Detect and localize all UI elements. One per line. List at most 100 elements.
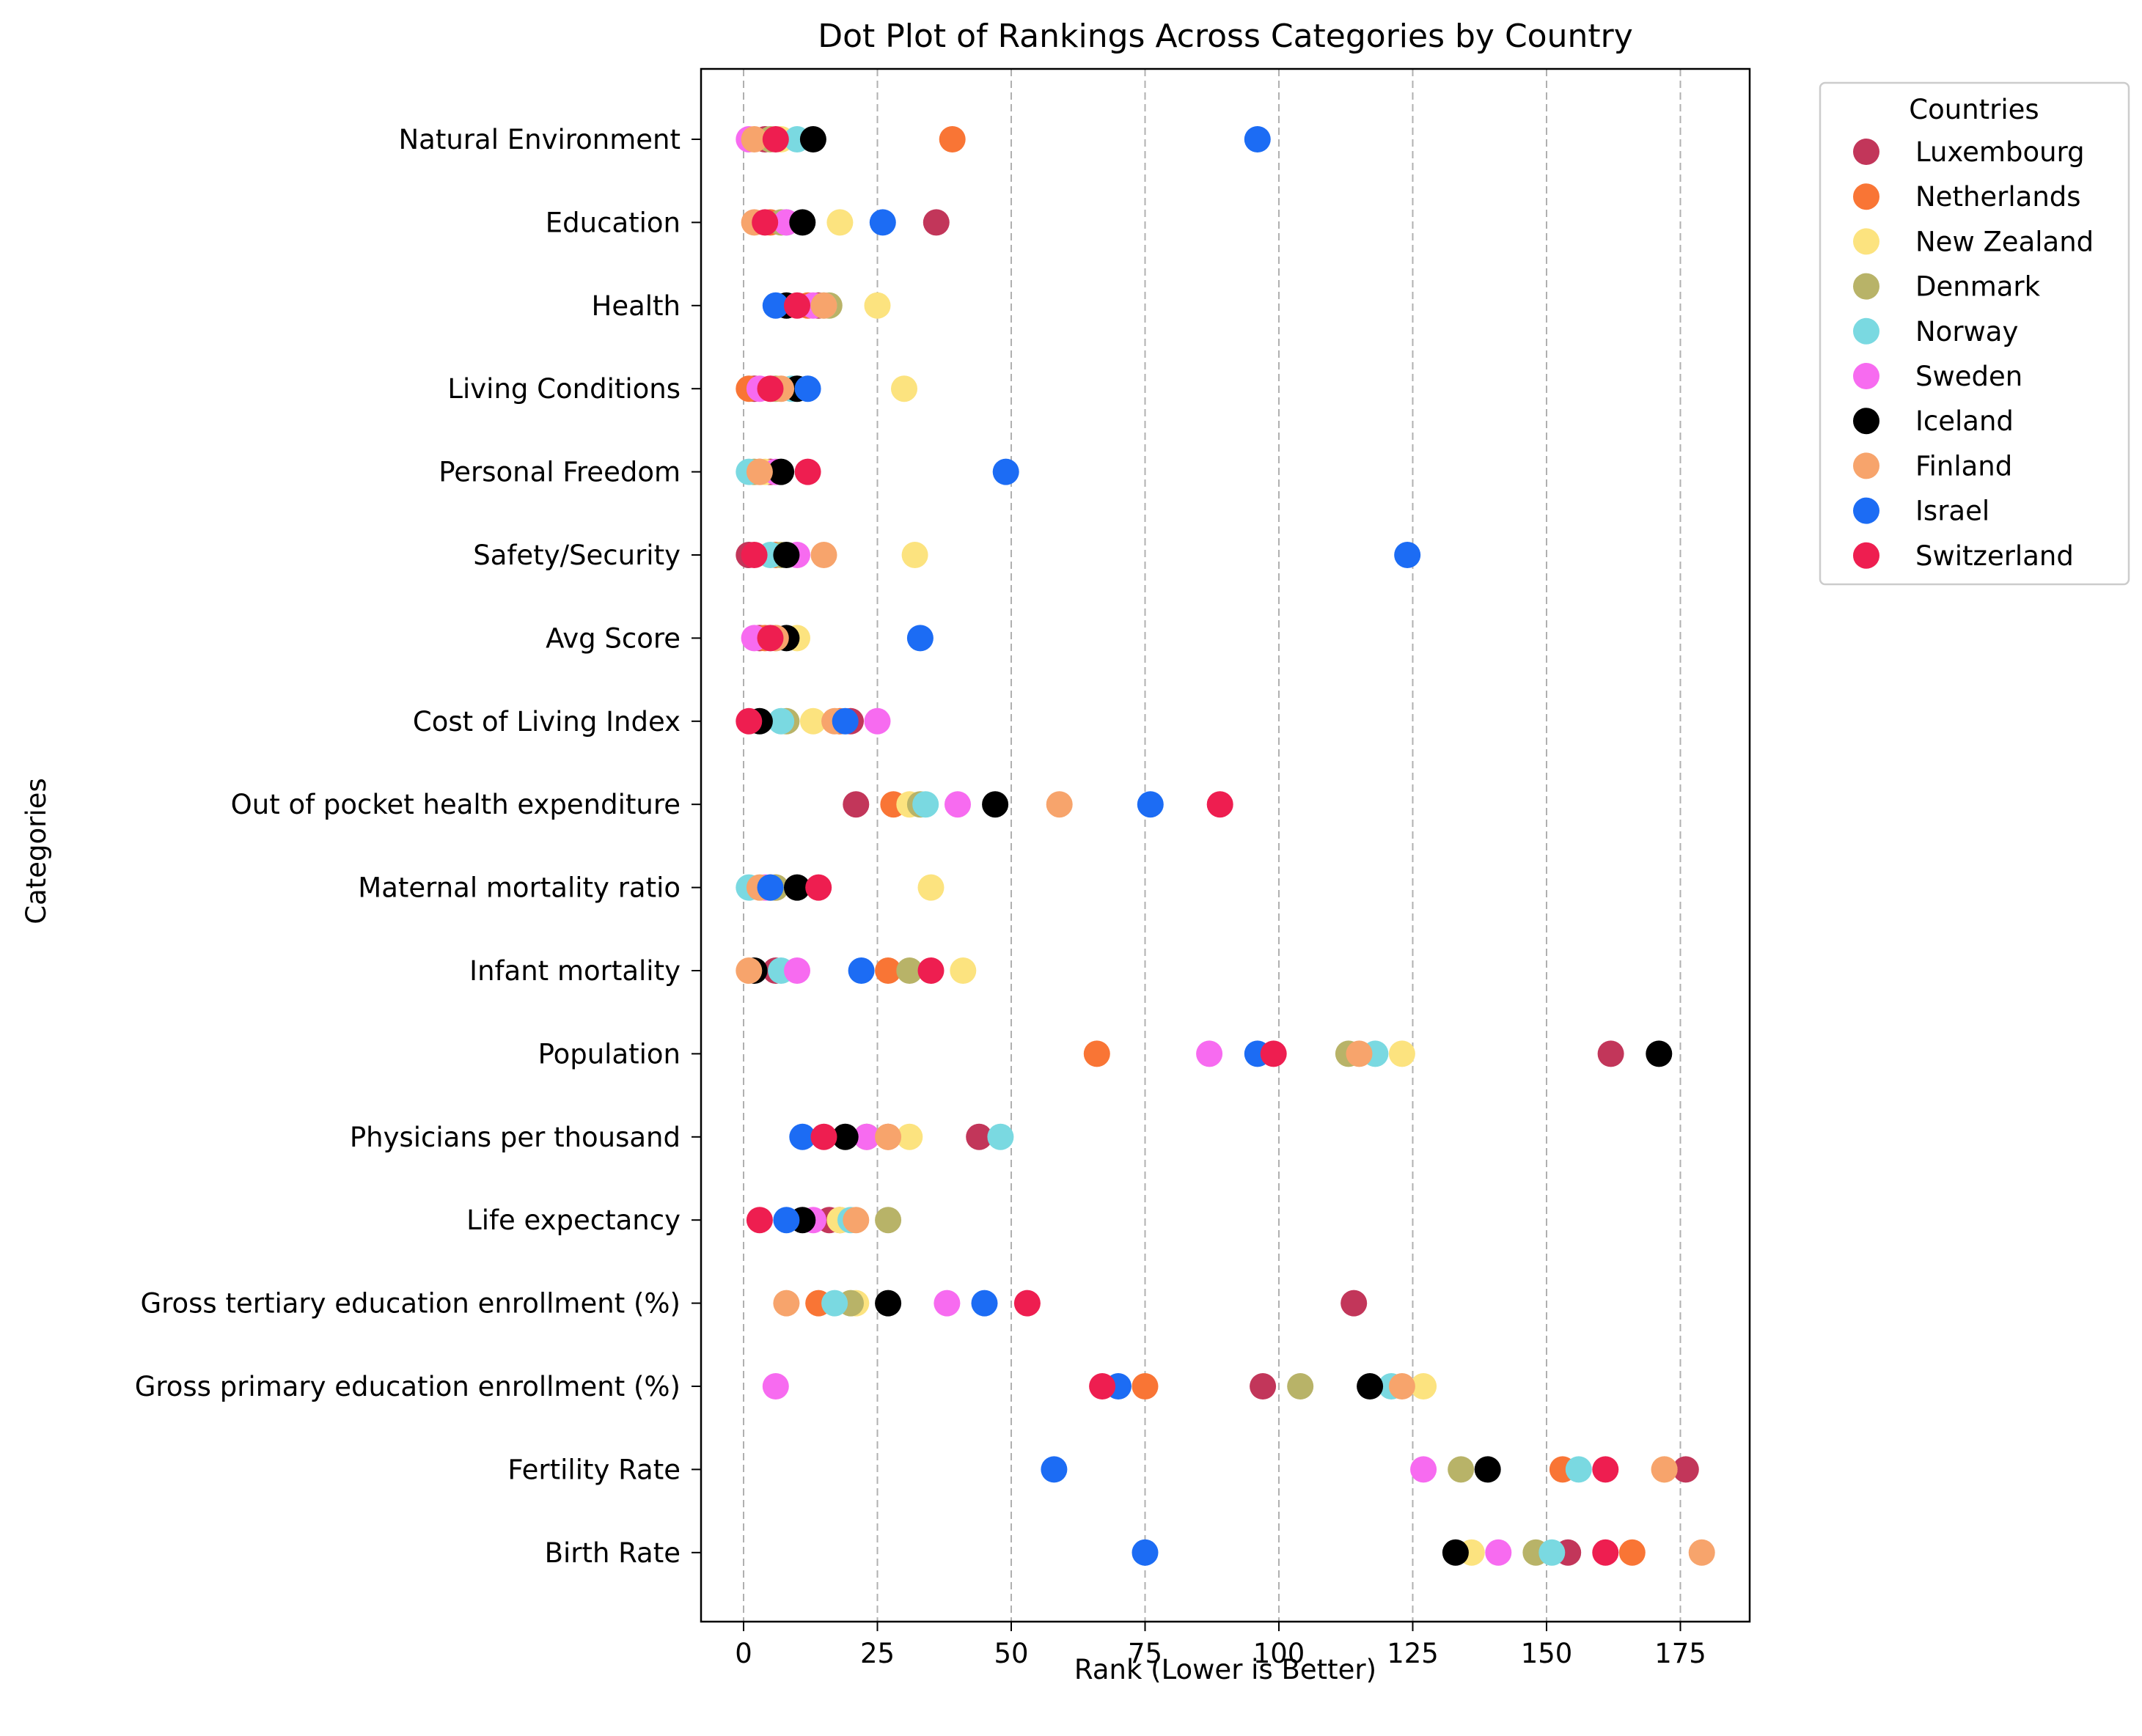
data-point	[982, 791, 1009, 818]
grid-lines	[743, 69, 1681, 1622]
data-point	[1394, 542, 1421, 568]
legend-label: Luxembourg	[1915, 136, 2085, 168]
y-tick-label: Population	[538, 1038, 681, 1070]
y-tick-label: Safety/Security	[473, 540, 681, 571]
data-point	[1260, 1040, 1287, 1067]
data-point	[917, 957, 945, 984]
data-point	[992, 458, 1019, 485]
data-point	[821, 1290, 848, 1317]
data-point	[736, 957, 763, 984]
data-point	[1089, 1373, 1116, 1400]
data-point	[906, 625, 934, 652]
data-point	[934, 1290, 961, 1317]
legend-title: Countries	[1909, 94, 2039, 125]
y-tick-label: Fertility Rate	[507, 1454, 681, 1485]
data-point	[1410, 1456, 1437, 1483]
legend-marker	[1853, 408, 1879, 435]
x-axis: 0 25 50 75 100 125 150 175	[735, 1622, 1706, 1669]
y-tick-label: Avg Score	[546, 622, 681, 654]
data-point	[917, 874, 945, 901]
legend: Countries Luxembourg Netherlands New Zeala…	[1819, 81, 2130, 586]
data-point	[896, 1123, 923, 1150]
legend-label: Switzerland	[1915, 540, 2074, 572]
data-point	[789, 1123, 816, 1150]
data-point	[736, 707, 763, 735]
data-point	[773, 1290, 800, 1317]
x-tick-label: 50	[994, 1638, 1028, 1669]
x-tick-label: 0	[735, 1638, 752, 1669]
data-point	[945, 791, 971, 818]
data-point	[1346, 1040, 1373, 1067]
y-tick-label: Infant mortality	[469, 955, 681, 987]
data-point	[789, 209, 816, 236]
data-points	[736, 126, 1715, 1566]
legend-marker	[1853, 363, 1879, 389]
data-point	[1410, 1373, 1437, 1400]
data-point	[762, 1373, 789, 1400]
y-tick-label: Cost of Living Index	[413, 706, 681, 738]
data-point	[826, 209, 854, 236]
data-point	[794, 458, 821, 485]
data-point	[1131, 1373, 1159, 1400]
data-point	[1287, 1373, 1314, 1400]
data-point	[1597, 1040, 1624, 1067]
data-point	[799, 126, 826, 152]
legend-label: Israel	[1915, 496, 1989, 527]
data-point	[832, 1123, 859, 1150]
y-tick-label: Life expectancy	[466, 1204, 681, 1236]
data-point	[1485, 1539, 1512, 1566]
legend-label: Netherlands	[1915, 181, 2081, 213]
data-point	[784, 874, 810, 901]
data-point	[794, 375, 821, 402]
data-point	[1646, 1040, 1673, 1067]
legend-marker	[1853, 497, 1879, 524]
y-tick-label: Physicians per thousand	[350, 1122, 681, 1153]
x-tick-label: 75	[1128, 1638, 1162, 1669]
chart-title: Dot Plot of Rankings Across Categories b…	[818, 18, 1633, 55]
x-axis-label: Rank (Lower is Better)	[1074, 1654, 1376, 1685]
data-point	[912, 791, 939, 818]
y-tick-label: Birth Rate	[545, 1537, 681, 1569]
legend-items: Luxembourg Netherlands New Zealand Denmark N…	[1853, 136, 2094, 572]
data-point	[1651, 1456, 1678, 1483]
data-point	[901, 542, 928, 568]
data-point	[752, 209, 779, 236]
data-point	[768, 458, 795, 485]
data-point	[923, 209, 950, 236]
data-point	[832, 707, 859, 735]
legend-label: Norway	[1915, 316, 2018, 347]
data-point	[746, 1207, 773, 1234]
data-point	[784, 957, 810, 984]
data-point	[757, 874, 784, 901]
legend-marker	[1853, 228, 1879, 255]
data-point	[799, 707, 826, 735]
data-point	[1442, 1539, 1469, 1566]
data-point	[1357, 1373, 1384, 1400]
data-point	[1538, 1539, 1566, 1566]
data-point	[1083, 1040, 1110, 1067]
data-point	[741, 542, 768, 568]
x-tick-label: 175	[1654, 1638, 1706, 1669]
data-point	[1244, 126, 1271, 152]
data-point	[1388, 1040, 1415, 1067]
y-axis: Natural Environment Education Health Living…	[135, 124, 701, 1569]
data-point	[1688, 1539, 1715, 1566]
y-tick-label: Living Conditions	[447, 373, 681, 405]
data-point	[875, 1207, 902, 1234]
y-tick-label: Out of pocket health expenditure	[231, 789, 681, 820]
data-point	[939, 126, 966, 152]
data-point	[971, 1290, 998, 1317]
data-point	[848, 957, 875, 984]
data-point	[757, 375, 784, 402]
data-point	[864, 707, 891, 735]
data-point	[1672, 1456, 1699, 1483]
data-point	[864, 292, 891, 319]
y-axis-label: Categories	[21, 778, 52, 924]
data-point	[1131, 1539, 1159, 1566]
data-point	[1592, 1539, 1619, 1566]
data-point	[843, 791, 870, 818]
x-tick-label: 150	[1521, 1638, 1573, 1669]
x-tick-label: 100	[1253, 1638, 1305, 1669]
legend-frame	[1819, 81, 2130, 586]
